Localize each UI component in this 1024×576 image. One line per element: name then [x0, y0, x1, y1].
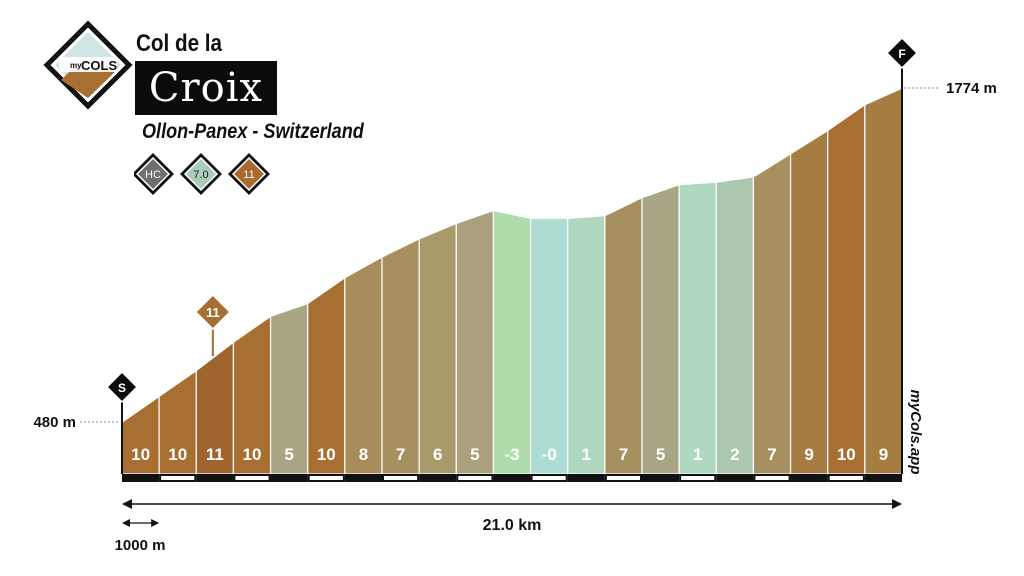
badge-label: 7.0 — [193, 169, 208, 181]
segment-gradient-label: 6 — [433, 445, 442, 464]
segment-gradient-label: -0 — [542, 445, 557, 464]
badge-fill — [135, 156, 171, 192]
gradient-segment — [381, 237, 420, 475]
gradient-segment — [492, 209, 532, 475]
segment-gradient-label: 5 — [656, 445, 665, 464]
scale-bar-block — [790, 474, 828, 482]
gradient-segment — [641, 183, 680, 475]
gradient-segment — [567, 214, 606, 475]
profile-outline — [121, 87, 903, 423]
segment-gradient-label: -3 — [504, 445, 519, 464]
segment-gradient-label: 11 — [206, 445, 224, 464]
scale-bar-gap — [161, 476, 195, 480]
segment-gradient-label: 7 — [619, 445, 628, 464]
scale-bar-block — [493, 474, 531, 482]
distance-arrow-right — [892, 499, 902, 509]
scale-bar-block — [270, 474, 308, 482]
watermark: myCols.app — [907, 389, 924, 474]
segment-gradient-label: 9 — [804, 445, 813, 464]
scale-bar-gap — [755, 476, 789, 480]
badge-fill — [183, 156, 219, 192]
scale-bar-gap — [681, 476, 715, 480]
gradient-segment — [455, 209, 495, 475]
difficulty-badges: HC 7.0 11 — [134, 153, 270, 195]
gradient-segment — [529, 217, 569, 475]
segment-gradient-label: 7 — [396, 445, 405, 464]
scale-bar-block — [344, 474, 382, 482]
finish-marker-label: F — [898, 47, 905, 61]
scale-bar-gap — [235, 476, 269, 480]
scale-bar-gap — [532, 476, 566, 480]
scale-bar-block — [419, 474, 457, 482]
total-distance-label: 21.0 km — [483, 517, 542, 534]
segment-gradient-label: 8 — [359, 445, 368, 464]
segment-gradient-label: 5 — [284, 445, 293, 464]
start-elevation-label: 480 m — [33, 414, 76, 431]
segment-gradient-label: 10 — [168, 445, 187, 464]
title-line-1: Col de la — [136, 30, 223, 57]
gradient-segment — [827, 103, 866, 475]
scale-bar-block — [196, 474, 234, 482]
scale-bar-gap — [458, 476, 492, 480]
segment-gradient-label: 10 — [837, 445, 856, 464]
gradient-segment — [789, 129, 829, 475]
logo-text-my: my — [70, 61, 82, 70]
scale-arrow-right — [151, 519, 160, 527]
logo-text-cols: COLS — [81, 58, 117, 73]
distance-arrow-left — [122, 499, 132, 509]
gradient-segment — [418, 222, 457, 475]
segment-gradient-label: 1 — [582, 445, 591, 464]
finish-marker — [885, 36, 919, 70]
scale-arrow-left — [122, 519, 130, 527]
scale-bar-block — [716, 474, 754, 482]
scale-bar-gap — [309, 476, 343, 480]
gradient-segment — [604, 196, 643, 475]
gradient-segment — [864, 87, 903, 475]
scale-bar-block — [122, 474, 160, 482]
gradient-segment — [678, 181, 717, 475]
scale-bar-block — [567, 474, 605, 482]
gradient-segment — [344, 255, 383, 475]
badge-fill — [231, 156, 267, 192]
end-elevation-label: 1774 m — [946, 80, 997, 97]
subtitle-location: Ollon-Panex - Switzerland — [142, 120, 364, 143]
scale-bar-block — [642, 474, 680, 482]
badge-label: 11 — [243, 169, 254, 181]
scale-bar-gap — [829, 476, 863, 480]
scale-bar-block — [864, 474, 902, 482]
mycols-logo: my COLS — [43, 20, 133, 110]
scale-bar-gap — [606, 476, 640, 480]
scale-bar-gap — [384, 476, 418, 480]
segment-gradient-label: 1 — [693, 445, 702, 464]
segment-gradient-label: 5 — [470, 445, 479, 464]
gradient-segment — [715, 176, 755, 475]
segment-gradient-label: 9 — [879, 445, 888, 464]
segment-gradient-label: 2 — [730, 445, 739, 464]
max-gradient-marker — [194, 293, 231, 331]
start-marker — [105, 370, 139, 404]
segment-gradient-label: 10 — [243, 445, 262, 464]
segment-gradient-label: 10 — [131, 445, 150, 464]
title-line-2: Croix — [135, 61, 277, 115]
badge-label: HC — [145, 169, 161, 181]
segment-gradient-label: 10 — [317, 445, 336, 464]
max-gradient-label: 11 — [206, 305, 220, 320]
gradient-segment — [752, 152, 792, 475]
scale-label: 1000 m — [115, 537, 166, 554]
start-marker-label: S — [118, 381, 126, 395]
segment-gradient-label: 7 — [767, 445, 776, 464]
